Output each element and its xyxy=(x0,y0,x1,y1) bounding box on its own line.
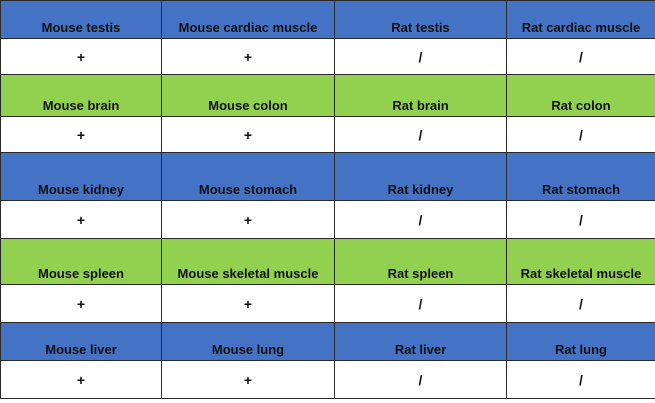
tissue-label-cell: Mouse brain xyxy=(0,74,162,117)
tissue-label-cell: Mouse skeletal muscle xyxy=(161,238,335,285)
result-cell: / xyxy=(334,200,507,239)
tissue-label-cell: Mouse lung xyxy=(161,322,335,361)
result-row: + + / / xyxy=(0,116,655,153)
tissue-label-cell: Rat testis xyxy=(334,0,507,39)
tissue-label-cell: Rat spleen xyxy=(334,238,507,285)
result-cell: + xyxy=(161,200,335,239)
result-cell: / xyxy=(506,116,655,153)
result-cell: + xyxy=(161,360,335,399)
result-row: + + / / xyxy=(0,200,655,239)
result-cell: + xyxy=(161,38,335,75)
tissue-label-cell: Rat kidney xyxy=(334,152,507,201)
tissue-label-cell: Rat lung xyxy=(506,322,655,361)
result-cell: + xyxy=(161,116,335,153)
result-row: + + / / xyxy=(0,284,655,323)
result-cell: / xyxy=(334,360,507,399)
result-row: + + / / xyxy=(0,360,655,399)
result-cell: + xyxy=(0,38,162,75)
tissue-label-cell: Rat brain xyxy=(334,74,507,117)
result-cell: + xyxy=(0,284,162,323)
result-row: + + / / xyxy=(0,38,655,75)
result-cell: / xyxy=(334,284,507,323)
result-cell: / xyxy=(334,116,507,153)
tissue-label-row: Mouse testis Mouse cardiac muscle Rat te… xyxy=(0,0,655,39)
result-cell: / xyxy=(506,284,655,323)
tissue-label-cell: Mouse testis xyxy=(0,0,162,39)
tissue-label-row: Mouse kidney Mouse stomach Rat kidney Ra… xyxy=(0,152,655,201)
tissue-label-row: Mouse liver Mouse lung Rat liver Rat lun… xyxy=(0,322,655,361)
tissue-label-cell: Mouse liver xyxy=(0,322,162,361)
tissue-label-cell: Rat stomach xyxy=(506,152,655,201)
tissue-label-cell: Mouse stomach xyxy=(161,152,335,201)
tissue-label-cell: Rat liver xyxy=(334,322,507,361)
tissue-label-cell: Rat colon xyxy=(506,74,655,117)
tissue-label-cell: Rat cardiac muscle xyxy=(506,0,655,39)
tissue-label-row: Mouse brain Mouse colon Rat brain Rat co… xyxy=(0,74,655,117)
result-cell: + xyxy=(0,200,162,239)
tissue-label-cell: Mouse spleen xyxy=(0,238,162,285)
result-cell: + xyxy=(0,360,162,399)
result-cell: + xyxy=(0,116,162,153)
tissue-label-cell: Mouse colon xyxy=(161,74,335,117)
tissue-label-cell: Rat skeletal muscle xyxy=(506,238,655,285)
tissue-label-cell: Mouse cardiac muscle xyxy=(161,0,335,39)
result-cell: + xyxy=(161,284,335,323)
result-cell: / xyxy=(506,360,655,399)
tissue-label-cell: Mouse kidney xyxy=(0,152,162,201)
result-cell: / xyxy=(506,200,655,239)
result-cell: / xyxy=(334,38,507,75)
tissue-label-row: Mouse spleen Mouse skeletal muscle Rat s… xyxy=(0,238,655,285)
result-cell: / xyxy=(506,38,655,75)
